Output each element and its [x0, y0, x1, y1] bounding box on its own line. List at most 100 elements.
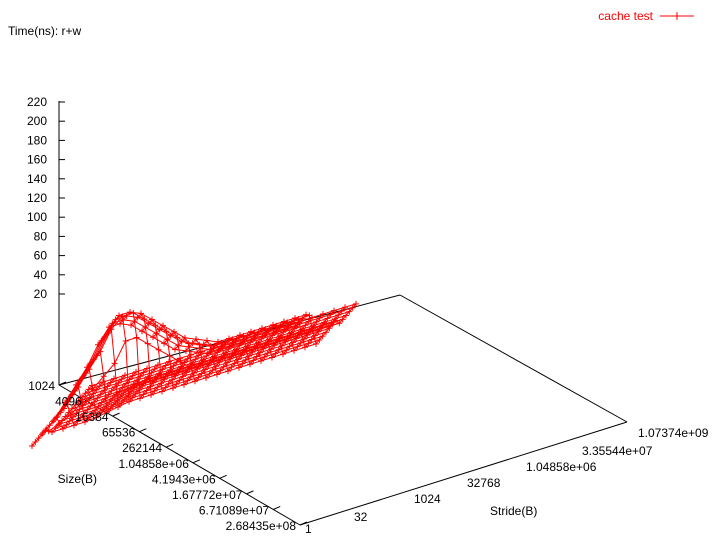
data-point	[130, 309, 137, 316]
data-point	[282, 326, 288, 333]
data-point	[268, 346, 274, 353]
data-point	[172, 346, 178, 353]
data-point	[135, 380, 141, 387]
data-point	[100, 373, 107, 380]
data-point	[353, 300, 359, 307]
data-point	[123, 380, 129, 387]
data-point	[230, 339, 237, 346]
data-point	[68, 391, 75, 398]
data-point	[82, 418, 88, 425]
data-point	[228, 364, 235, 371]
data-point	[343, 312, 349, 319]
data-point	[84, 406, 91, 413]
data-point	[198, 370, 205, 377]
data-point	[136, 387, 142, 393]
size-tick-label: 4096	[55, 395, 82, 409]
data-point	[95, 341, 101, 348]
data-point	[302, 322, 309, 329]
data-point	[282, 338, 289, 345]
data-point	[60, 425, 66, 432]
data-point	[179, 365, 185, 372]
data-point	[225, 368, 231, 375]
data-point	[205, 362, 212, 369]
data-point	[111, 360, 118, 367]
data-point	[259, 325, 265, 332]
data-point	[168, 368, 174, 375]
data-point	[277, 322, 284, 329]
data-point	[329, 321, 336, 328]
data-point	[192, 378, 198, 385]
data-point	[177, 358, 184, 365]
z-tick-label: 60	[34, 249, 48, 263]
size-tick-mark	[139, 428, 147, 433]
data-point	[275, 346, 282, 353]
size-tick-mark	[192, 459, 201, 464]
data-point	[172, 372, 179, 379]
data-point	[253, 353, 260, 360]
data-point	[119, 384, 126, 391]
data-point	[72, 387, 78, 394]
data-point	[94, 352, 100, 359]
data-point	[248, 328, 254, 335]
data-point	[195, 374, 202, 381]
data-point	[66, 417, 73, 424]
data-point	[234, 348, 240, 355]
data-point	[320, 311, 326, 318]
data-point	[76, 406, 83, 413]
data-point	[269, 354, 275, 361]
data-point	[69, 405, 75, 412]
data-point	[92, 407, 98, 414]
data-point	[40, 430, 46, 437]
data-point	[339, 316, 346, 323]
data-point	[142, 324, 149, 331]
data-point	[151, 387, 158, 394]
data-point	[322, 320, 328, 327]
data-point	[144, 340, 151, 347]
data-point	[125, 392, 131, 399]
data-point	[285, 322, 292, 329]
data-point	[233, 335, 240, 342]
data-point	[238, 340, 244, 347]
data-point	[158, 380, 164, 387]
data-point	[152, 322, 159, 329]
data-point	[80, 402, 86, 409]
data-point	[98, 399, 105, 406]
data-point	[309, 327, 316, 334]
data-point	[194, 366, 201, 373]
data-point	[261, 353, 268, 360]
data-point	[184, 377, 191, 384]
data-point	[254, 344, 261, 351]
data-point	[104, 383, 111, 390]
stride-axis-line	[299, 421, 628, 526]
data-point	[186, 343, 193, 350]
data-point	[305, 340, 312, 347]
data-point	[85, 415, 92, 422]
data-point	[183, 347, 189, 354]
data-point	[276, 337, 283, 344]
data-point	[298, 331, 305, 338]
z-tick-label: 40	[34, 268, 48, 282]
stride-tick-label: 1	[305, 522, 312, 536]
data-point	[293, 335, 300, 342]
data-point	[52, 425, 59, 432]
data-point	[103, 402, 109, 409]
data-point	[247, 361, 253, 368]
data-point	[188, 365, 195, 372]
data-point	[222, 339, 229, 346]
data-point	[217, 367, 224, 374]
data-point	[83, 370, 89, 377]
data-point	[101, 387, 107, 394]
data-point	[129, 372, 136, 379]
data-point	[272, 350, 279, 357]
data-point	[300, 327, 306, 334]
data-point	[318, 324, 325, 331]
size-tick-mark	[246, 490, 254, 495]
data-point	[232, 351, 239, 358]
data-point	[91, 398, 97, 405]
data-point	[122, 372, 128, 379]
data-point	[81, 410, 87, 417]
data-point	[155, 362, 161, 369]
data-point	[216, 359, 223, 366]
data-point	[162, 362, 169, 369]
data-point	[116, 312, 122, 319]
